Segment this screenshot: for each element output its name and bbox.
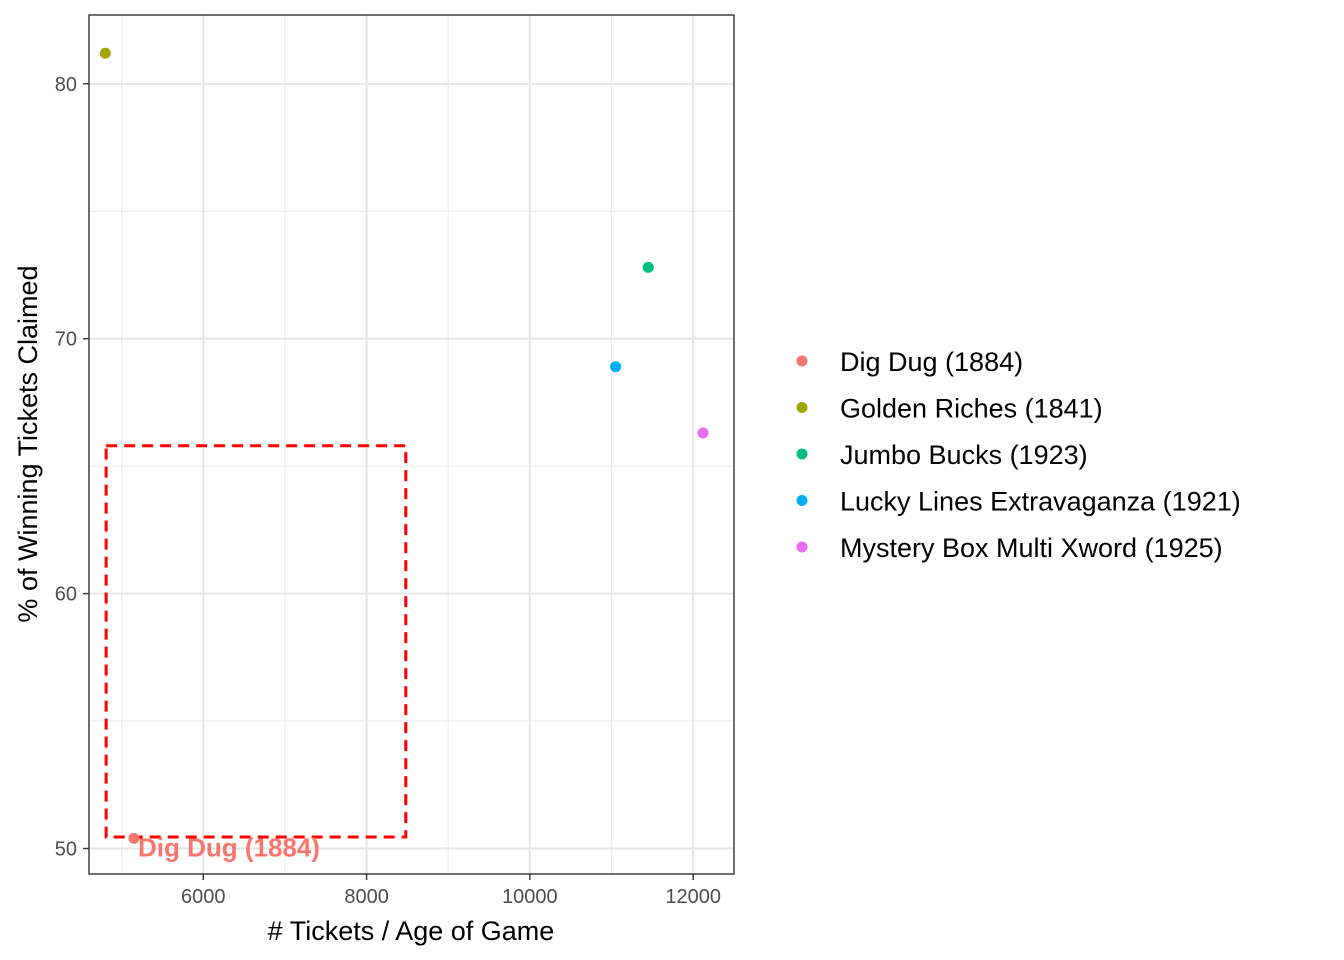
legend-label: Jumbo Bucks (1923) [840,440,1088,470]
legend-key [796,355,808,367]
x-tick-label: 10000 [502,886,558,908]
grid-major [89,15,734,874]
data-point [610,361,622,373]
data-points [99,47,709,844]
y-tick-label: 80 [55,74,77,96]
highlight-box [104,444,408,839]
x-axis: 6000 8000 10000 12000 [181,874,721,908]
highlight-box-group [104,444,408,839]
legend-key [796,495,808,506]
data-point [697,427,709,439]
legend-label: Dig Dug (1884) [840,347,1023,377]
data-point [642,261,654,273]
x-axis-title: # Tickets / Age of Game [268,916,555,946]
plot-border [88,14,735,875]
legend-label: Mystery Box Multi Xword (1925) [840,533,1223,563]
point-annotation: Dig Dug (1884) [138,833,320,863]
data-point [99,47,111,59]
y-axis: 50 60 70 80 [55,74,89,861]
data-point [128,832,140,844]
legend-key [796,541,808,553]
legend: Dig Dug (1884) Golden Riches (1841) Jumbo … [796,347,1241,563]
legend-key [796,448,808,460]
y-axis-title: % of Winning Tickets Claimed [13,265,43,622]
legend-label: Lucky Lines Extravaganza (1921) [840,487,1241,517]
annotations: Dig Dug (1884) [138,833,320,863]
x-tick-label: 12000 [665,886,721,908]
legend-key [796,402,808,413]
y-tick-label: 60 [55,584,77,606]
x-tick-label: 6000 [181,886,226,908]
y-tick-label: 70 [55,329,77,351]
grid-minor [89,15,734,874]
legend-label: Golden Riches (1841) [840,394,1103,424]
x-tick-label: 8000 [344,886,389,908]
y-tick-label: 50 [55,839,77,861]
